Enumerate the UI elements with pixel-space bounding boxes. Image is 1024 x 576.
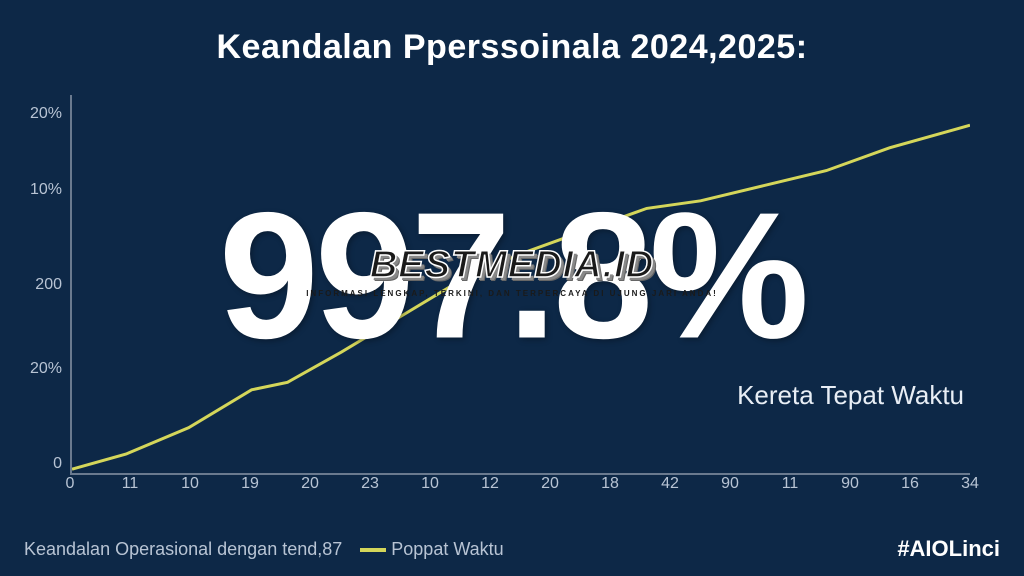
footer-left: Keandalan Operasional dengan tend,87 Pop…: [24, 539, 504, 560]
y-tick: 10%: [30, 181, 62, 199]
legend-label: Poppat Waktu: [391, 539, 503, 559]
y-tick: 20%: [30, 360, 62, 378]
x-tick: 42: [661, 475, 679, 493]
watermark: BESTMEDIA.ID INFORMASI LENGKAP, TERKINI,…: [306, 244, 718, 298]
x-tick: 90: [841, 475, 859, 493]
x-tick: 90: [721, 475, 739, 493]
footer: Keandalan Operasional dengan tend,87 Pop…: [0, 536, 1024, 562]
x-tick: 11: [122, 475, 139, 493]
x-tick: 10: [421, 475, 439, 493]
chart-subtitle: Kereta Tepat Waktu: [737, 380, 964, 411]
x-axis: 0111019202310122018429011901634: [70, 475, 970, 503]
x-tick: 23: [361, 475, 379, 493]
chart-title: Keandalan Pperssoinala 2024,2025:: [0, 0, 1024, 67]
hashtag: #AIOLinci: [897, 536, 1000, 562]
x-tick: 11: [782, 475, 799, 493]
x-tick: 18: [601, 475, 619, 493]
y-tick: 0: [53, 455, 62, 473]
y-tick: 20%: [30, 105, 62, 123]
legend-item: Poppat Waktu: [360, 539, 503, 560]
x-tick: 19: [241, 475, 259, 493]
watermark-tagline: INFORMASI LENGKAP, TERKINI, DAN TERPERCA…: [306, 289, 718, 298]
x-tick: 20: [541, 475, 559, 493]
watermark-logo: BESTMEDIA.ID: [306, 244, 718, 287]
x-tick: 34: [961, 475, 979, 493]
x-tick: 16: [901, 475, 919, 493]
footer-caption: Keandalan Operasional dengan tend,87: [24, 539, 342, 560]
x-tick: 20: [301, 475, 319, 493]
x-tick: 12: [481, 475, 499, 493]
legend-swatch: [360, 548, 386, 552]
y-axis: 20% 10% 200 20% 0: [20, 95, 70, 475]
y-tick: 200: [35, 276, 62, 294]
x-tick: 10: [181, 475, 199, 493]
x-tick: 0: [66, 475, 75, 493]
